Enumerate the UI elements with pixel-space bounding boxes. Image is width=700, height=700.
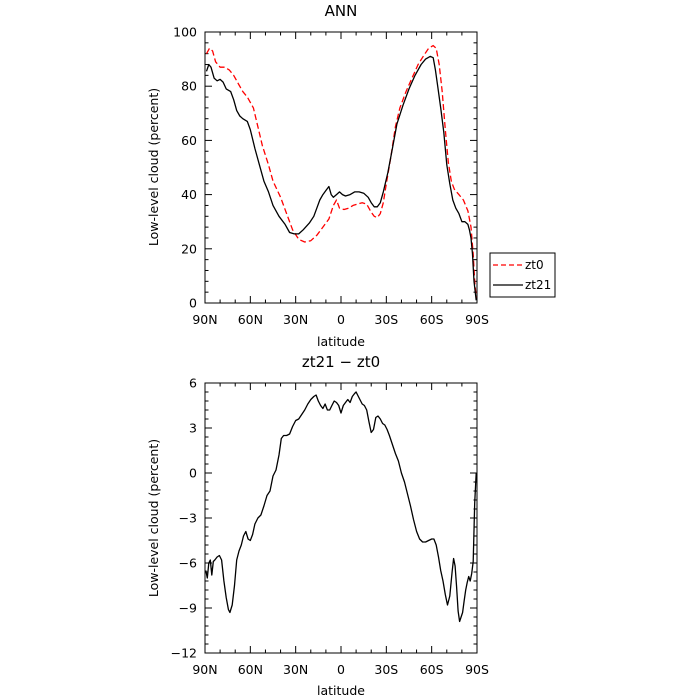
plot-frame — [204, 382, 478, 654]
axis-ticks — [204, 382, 478, 654]
x-tick-labels: 90N 60N 30N 0 30S 60S 90S — [192, 662, 489, 677]
chart-title: ANN — [325, 2, 358, 20]
panel-difference: zt21 − zt0 −12 −9 −6 −3 0 3 6 90N 60N 30N 0 30S 60S… — [146, 353, 489, 698]
series-layer — [205, 391, 477, 623]
x-tick-label: 60S — [420, 312, 444, 327]
x-tick-label: 90N — [192, 662, 217, 677]
axis-ticks — [204, 31, 478, 304]
legend-box — [489, 252, 556, 298]
series-line-zt0 — [205, 44, 477, 298]
y-tick-label: 20 — [181, 241, 197, 256]
x-tick-label: 90N — [192, 312, 217, 327]
y-tick-label: 80 — [181, 79, 197, 94]
y-tick-label: 6 — [189, 376, 197, 391]
x-tick-label: 0 — [337, 312, 345, 327]
y-tick-labels: −12 −9 −6 −3 0 3 6 — [171, 376, 197, 661]
y-tick-label: 40 — [181, 187, 197, 202]
legend-label-zt21: zt21 — [525, 278, 551, 292]
x-tick-label: 30S — [374, 662, 398, 677]
x-axis-label: latitude — [317, 683, 365, 698]
y-axis-label: Low-level cloud (percent) — [146, 439, 161, 597]
series-line — [205, 391, 477, 623]
panel-annual: ANN 0 20 40 60 80 100 90N 60N 30N 0 30S 60S 90S lat… — [146, 2, 556, 349]
x-tick-labels: 90N 60N 30N 0 30S 60S 90S — [192, 312, 489, 327]
series-layer — [205, 44, 477, 301]
y-tick-label: 60 — [181, 133, 197, 148]
y-tick-label: 3 — [189, 421, 197, 436]
x-axis-label: latitude — [317, 334, 365, 349]
x-tick-label: 30S — [374, 312, 398, 327]
y-tick-label: −3 — [179, 511, 197, 526]
legend-label-zt0: zt0 — [525, 258, 544, 272]
x-tick-label: 90S — [465, 312, 489, 327]
y-tick-label: 0 — [189, 296, 197, 311]
x-tick-label: 60N — [238, 662, 263, 677]
y-tick-label: 100 — [173, 25, 197, 40]
y-tick-label: 0 — [189, 466, 197, 481]
y-tick-labels: 0 20 40 60 80 100 — [173, 25, 197, 311]
x-tick-label: 60S — [420, 662, 444, 677]
series-line-zt21 — [205, 55, 477, 301]
x-tick-label: 30N — [283, 312, 308, 327]
y-tick-label: −12 — [171, 646, 197, 661]
x-tick-label: 30N — [283, 662, 308, 677]
y-tick-label: −9 — [179, 601, 197, 616]
y-axis-label: Low-level cloud (percent) — [146, 88, 161, 246]
y-tick-label: −6 — [179, 556, 197, 571]
chart-title: zt21 − zt0 — [302, 353, 380, 371]
legend: zt0 zt21 — [489, 252, 556, 298]
x-tick-label: 0 — [337, 662, 345, 677]
x-tick-label: 90S — [465, 662, 489, 677]
x-tick-label: 60N — [238, 312, 263, 327]
